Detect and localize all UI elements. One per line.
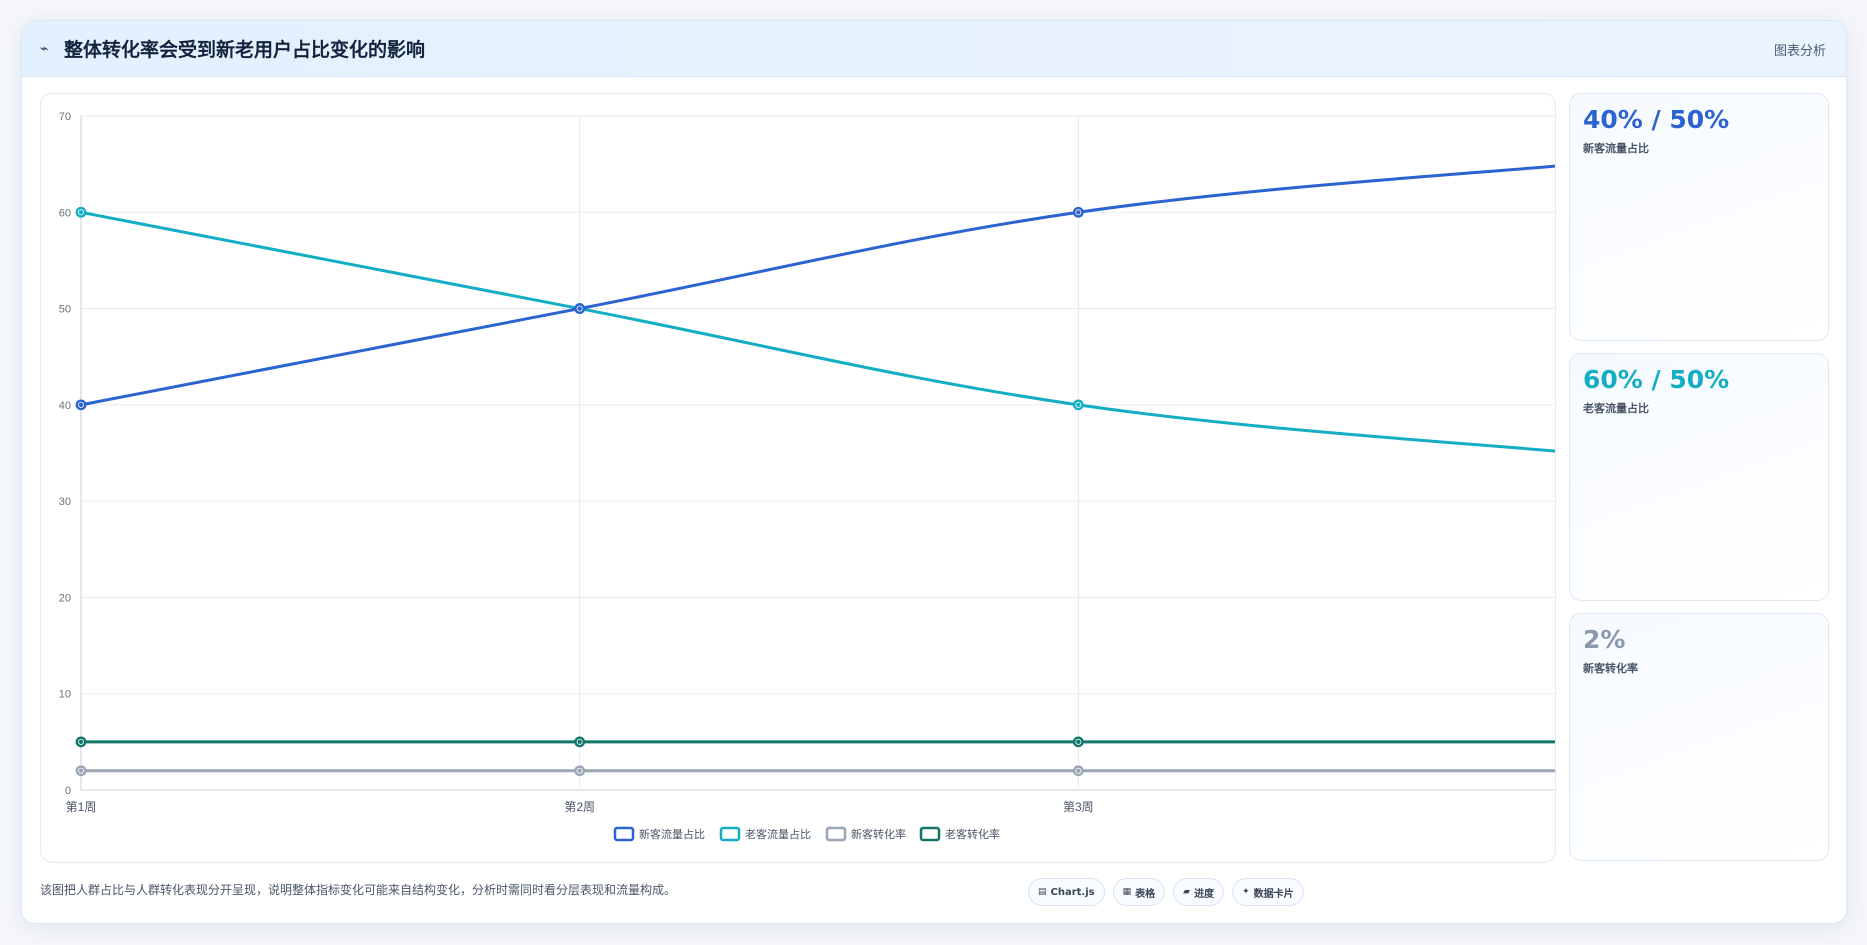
- data-point-core: [78, 739, 84, 745]
- stat-label: 新客流量占比: [1583, 142, 1649, 155]
- stat-label: 新客转化率: [1583, 662, 1638, 675]
- x-tick-label: 第3周: [1063, 800, 1094, 814]
- y-tick-label: 60: [59, 207, 71, 219]
- chip-row: ▤ Chart.js ▦ 表格 ▰ 进度 ✦ 数据卡片: [1028, 878, 1304, 906]
- chip-label: Chart.js: [1050, 886, 1095, 898]
- chart-panel: ⌁ 整体转化率会受到新老用户占比变化的影响 图表分析 0 10 20 30 40 50 60…: [21, 20, 1847, 924]
- chart-card: 010203040506070第1周第2周第3周第4周 新客流量占比老客流量占比…: [40, 93, 1556, 863]
- data-point-core: [1076, 739, 1081, 745]
- legend-swatch: [613, 826, 635, 842]
- grid-lines: [80, 115, 1555, 791]
- legend-swatch: [919, 826, 941, 842]
- line-chart: 010203040506070第1周第2周第3周第4周 新客流量占比老客流量占比…: [59, 111, 1555, 842]
- series-line: [80, 210, 1555, 453]
- legend-label: 新客流量占比: [639, 827, 705, 841]
- chip-label: 数据卡片: [1253, 888, 1294, 900]
- stat-value: 60% / 50%: [1583, 365, 1730, 394]
- chip-label: 表格: [1135, 888, 1156, 900]
- chip-chartjs[interactable]: ▤ Chart.js: [1028, 878, 1105, 906]
- data-point-core: [78, 210, 84, 215]
- stat-value: 40% / 50%: [1583, 105, 1730, 134]
- data-point-core: [1076, 768, 1081, 773]
- card-icon: ✦: [1242, 887, 1250, 897]
- stat-label: 老客流量占比: [1583, 402, 1649, 415]
- progress-icon: ▰: [1183, 887, 1191, 897]
- data-point-core: [1076, 210, 1081, 215]
- legend-swatch: [825, 826, 847, 842]
- chip-data-card[interactable]: ✦ 数据卡片: [1232, 878, 1304, 906]
- y-tick-label: 40: [59, 400, 71, 412]
- data-point-core: [78, 768, 84, 773]
- data-point-core: [78, 402, 84, 408]
- legend-label: 新客转化率: [851, 827, 906, 841]
- x-tick-label: 第2周: [564, 800, 595, 814]
- axes: 010203040506070第1周第2周第3周第4周: [59, 111, 1094, 814]
- legend: 新客流量占比 老客流量占比 新客转化率 老客转化率: [613, 826, 1000, 842]
- chip-table[interactable]: ▦ 表格: [1112, 878, 1166, 906]
- page-title: 整体转化率会受到新老用户占比变化的影响: [64, 39, 426, 61]
- stat-card-old-traffic: 60% / 50% 老客流量占比: [1569, 353, 1829, 601]
- data-point-core: [577, 768, 582, 773]
- chart-analysis-tag: 图表分析: [1773, 44, 1826, 59]
- chip-label: 进度: [1194, 888, 1215, 900]
- chip-progress[interactable]: ▰ 进度: [1173, 878, 1225, 906]
- data-point-core: [577, 739, 582, 745]
- y-tick-label: 10: [59, 689, 71, 701]
- trend-icon: ⌁: [40, 41, 49, 57]
- data-point-core: [577, 306, 582, 311]
- x-tick-label: 第1周: [66, 800, 97, 814]
- y-tick-label: 30: [59, 496, 71, 508]
- y-tick-label: 70: [59, 111, 71, 123]
- series-layer: [75, 164, 1555, 777]
- y-tick-label: 20: [59, 592, 71, 604]
- stat-card-new-conversion: 2% 新客转化率: [1569, 613, 1829, 861]
- chart-description: 该图把人群占比与人群转化表现分开呈现，说明整体指标变化可能来自结构变化，分析时需…: [40, 883, 677, 897]
- y-tick-label: 0: [65, 785, 71, 797]
- legend-label: 老客转化率: [945, 827, 1000, 841]
- legend-swatch: [719, 826, 741, 842]
- y-tick-label: 50: [59, 304, 71, 316]
- stat-card-new-traffic: 40% / 50% 新客流量占比: [1569, 93, 1829, 341]
- stat-value: 2%: [1583, 625, 1626, 654]
- series-line: [80, 164, 1555, 407]
- data-point-core: [1076, 402, 1081, 408]
- panel-header: ⌁ 整体转化率会受到新老用户占比变化的影响 图表分析: [22, 21, 1846, 77]
- chart-icon: ▤: [1038, 887, 1047, 897]
- table-icon: ▦: [1122, 887, 1132, 897]
- legend-label: 老客流量占比: [745, 827, 811, 841]
